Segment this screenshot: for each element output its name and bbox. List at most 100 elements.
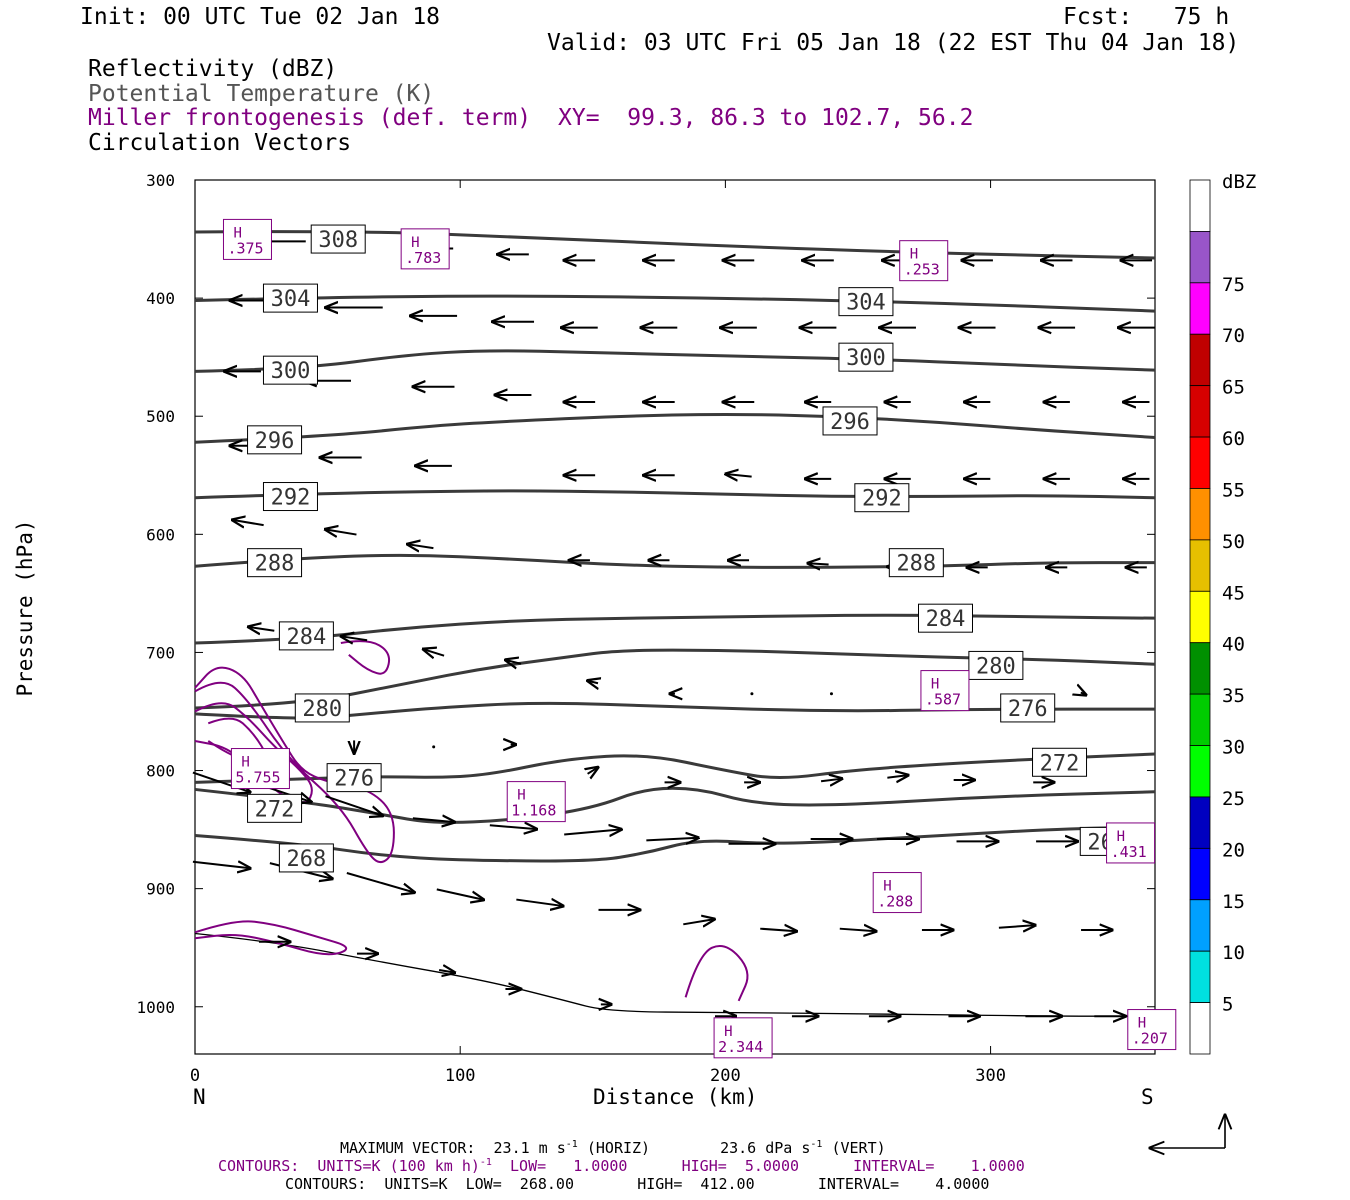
fronto-high-value: .431: [1111, 843, 1147, 861]
circulation-vector: [325, 529, 357, 534]
theta-label: 276: [1008, 697, 1048, 722]
x-tick-label: 100: [445, 1066, 476, 1086]
circulation-vector: [516, 900, 563, 907]
field-circulation: Circulation Vectors: [88, 130, 352, 156]
colorbar-label: 35: [1222, 685, 1245, 707]
fronto-high-value: .587: [925, 691, 961, 709]
circulation-vector: [808, 563, 829, 564]
colorbar-label: 65: [1222, 377, 1245, 399]
frontogenesis-contour: [194, 920, 348, 956]
colorbar-label: 45: [1222, 582, 1245, 604]
theta-label-box: [310, 224, 366, 254]
theta-label-box: [247, 548, 303, 578]
theta-contour-268: [194, 786, 1156, 824]
colorbar-label: 75: [1222, 274, 1245, 296]
colorbar-segment: [1189, 179, 1211, 232]
colorbar-unit: dBZ: [1222, 171, 1256, 193]
theta-contour-288: [194, 553, 1155, 569]
footer-vert-label: (VERT): [822, 1139, 886, 1157]
theta-label: 292: [271, 486, 311, 511]
x-tick-label: 300: [975, 1066, 1006, 1086]
fronto-high-marker: H: [724, 1024, 732, 1040]
fronto-high-box: [872, 872, 922, 914]
forecast-hour: Fcst: 75 h: [1063, 4, 1230, 30]
footer-theta-contours: CONTOURS: UNITS=K LOW= 268.00 HIGH= 412.…: [285, 1175, 990, 1193]
colorbar-label: 25: [1222, 788, 1245, 810]
theta-label: 296: [830, 410, 870, 435]
colorbar-label: 50: [1222, 531, 1245, 553]
colorbar-label: 5: [1222, 994, 1233, 1016]
circulation-vector: [436, 888, 484, 899]
circulation-vector: [588, 681, 598, 684]
theta-label-box: [822, 406, 878, 436]
fronto-high-box: [400, 228, 450, 270]
circulation-vector: [646, 838, 698, 841]
theta-contour-300: [194, 349, 1156, 373]
circulation-vector: [564, 829, 621, 834]
fronto-high-box: [1106, 822, 1156, 864]
fronto-high-value: .783: [405, 249, 441, 267]
fronto-high-box: [1127, 1009, 1177, 1051]
fronto-high-value: .207: [1132, 1030, 1168, 1048]
colorbar-segment: [1189, 436, 1211, 489]
theta-label-box: [262, 283, 318, 313]
theta-label-box: [888, 548, 944, 578]
theta-label: 284: [287, 625, 327, 650]
frontogenesis-contour: [340, 640, 391, 675]
colorbar-segment: [1189, 539, 1211, 592]
colorbar-label: 30: [1222, 737, 1245, 759]
theta-label: 304: [271, 287, 311, 312]
theta-label: 300: [846, 346, 886, 371]
theta-label-box: [917, 603, 973, 633]
footer-fronto-contours: CONTOURS: UNITS=K (100 km h)-1 LOW= 1.00…: [218, 1158, 1025, 1174]
colorbar-label: 15: [1222, 891, 1245, 913]
fronto-high-value: 5.755: [235, 769, 280, 787]
colorbar-segment: [1189, 488, 1211, 541]
circulation-vector: [726, 474, 752, 477]
circulation-vector: [341, 636, 368, 640]
x-axis-label: Distance (km): [593, 1085, 758, 1109]
terrain-line: [194, 932, 1155, 1017]
fronto-high-marker: H: [910, 247, 918, 263]
theta-label-box: [262, 482, 318, 512]
colorbar-label: 70: [1222, 325, 1245, 347]
y-tick-label: 700: [146, 643, 175, 662]
y-tick-label: 300: [146, 171, 175, 190]
x-end-label-south: S: [1141, 1085, 1154, 1109]
circulation-vector: [192, 862, 250, 869]
theta-label: 272: [1040, 751, 1080, 776]
theta-label: 296: [255, 429, 295, 454]
theta-label: 308: [318, 228, 358, 253]
theta-contour-296: [194, 412, 1156, 444]
circulation-vector: [489, 825, 537, 829]
theta-label: 300: [271, 359, 311, 384]
colorbar-label: 55: [1222, 479, 1245, 501]
theta-label: 280: [976, 654, 1016, 679]
fronto-high-marker: H: [883, 879, 891, 895]
theta-contour-264: [194, 825, 1156, 863]
colorbar-segment: [1189, 796, 1211, 849]
circulation-vector: [588, 767, 598, 774]
fronto-high-box: [920, 670, 970, 712]
theta-label: 268: [287, 847, 327, 872]
footer-max-vert: 23.6 dPa s: [720, 1139, 811, 1157]
theta-label-box: [326, 763, 382, 793]
theta-label-box: [968, 650, 1024, 680]
theta-label-box: [262, 355, 318, 385]
fronto-high-marker: H: [1138, 1016, 1146, 1032]
field-reflectivity: Reflectivity (dBZ): [88, 56, 338, 82]
circulation-vector: [325, 795, 383, 816]
colorbar-segment: [1189, 590, 1211, 644]
colorbar-segment: [1189, 333, 1211, 387]
y-tick-label: 1000: [136, 998, 175, 1017]
theta-label-box: [838, 342, 894, 372]
fronto-high-value: 2.344: [718, 1038, 763, 1056]
colorbar-label: 10: [1222, 942, 1245, 964]
circulation-vector: [432, 745, 436, 749]
theta-label-box: [278, 621, 334, 651]
y-tick-label: 800: [146, 762, 175, 781]
y-tick-label: 500: [146, 407, 175, 426]
theta-label: 276: [334, 767, 374, 792]
colorbar-label: 60: [1222, 428, 1245, 450]
fronto-high-box: [222, 218, 272, 260]
